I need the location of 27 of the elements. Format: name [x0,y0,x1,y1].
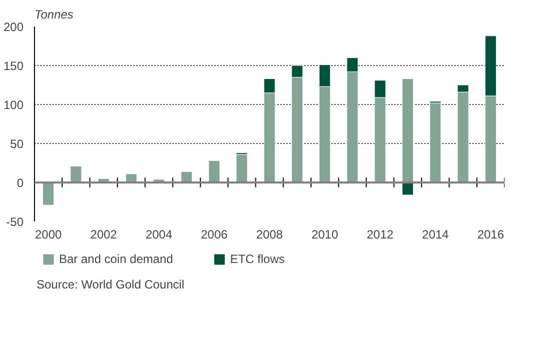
x-tick-label: 2002 [90,228,118,242]
bar [180,171,192,183]
bar [70,166,82,183]
bar [402,182,414,196]
x-tick-label: 2010 [311,228,338,242]
y-axis-title: Tonnes [34,8,74,22]
bar [208,160,220,183]
source-note: Source: World Gold Council [36,278,184,292]
y-tick-label: 100 [3,98,24,112]
bar [42,182,54,206]
legend-label: Bar and coin demand [59,252,174,266]
bar [236,154,248,183]
legend-label: ETC flows [230,252,285,266]
x-tick-label: 2004 [146,228,173,242]
x-tick-label: 2012 [366,228,394,242]
x-tick-label: 2006 [200,228,228,242]
y-tick-label: 0 [16,176,24,190]
x-tick-label: 2008 [256,228,284,242]
y-tick-label: -50 [6,215,24,229]
x-tick-label: 2016 [477,228,504,242]
y-tick-label: 200 [3,20,24,34]
y-tick-label: 50 [10,137,24,151]
x-tick-label: 2000 [34,228,62,242]
y-tick-label: 150 [3,59,24,73]
bar [430,102,442,183]
x-tick-label: 2014 [422,228,450,242]
bar [402,78,414,183]
